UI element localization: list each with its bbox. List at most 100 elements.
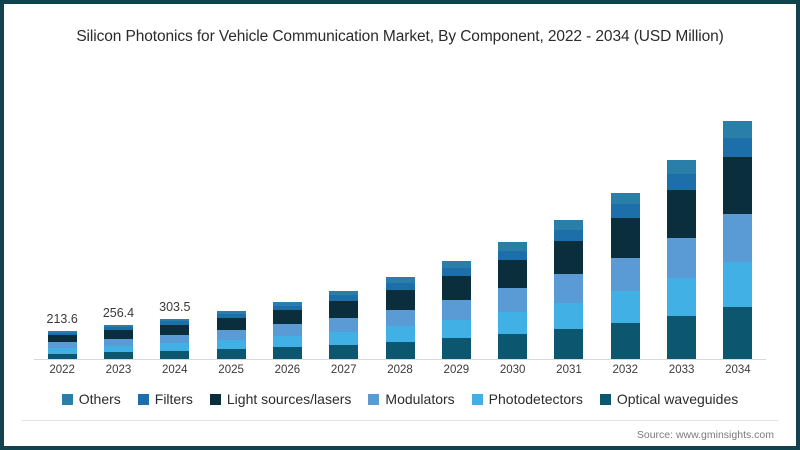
stacked-bar[interactable] [554, 219, 584, 360]
x-axis-tick-label: 2025 [218, 364, 244, 376]
bar-column [653, 92, 709, 360]
bar-segment-filters [610, 204, 640, 218]
bar-segment-optical-waveguides [554, 329, 584, 360]
bar-column [316, 92, 372, 360]
bar-segment-modulators [610, 257, 640, 292]
legend-item-label: Photodetectors [488, 391, 583, 407]
plot-area: 213.6 256.4 303.5 [34, 70, 766, 360]
bar-segment-photodetectors [385, 326, 415, 342]
bar-value-label: 303.5 [159, 299, 191, 314]
bar-column [485, 92, 541, 360]
bar-segment-photodetectors [103, 345, 133, 353]
bar-segment-photodetectors [47, 348, 77, 354]
bar-segment-photodetectors [723, 261, 753, 308]
legend-item-light-sources-lasers[interactable]: Light sources/lasers [209, 391, 351, 407]
bar-segment-optical-waveguides [160, 350, 190, 360]
bar-segment-modulators [329, 317, 359, 332]
stacked-bar[interactable]: 303.5 [159, 300, 190, 360]
bar-segment-light-sources-lasers [554, 240, 584, 275]
x-axis-tick-label: 2022 [49, 364, 75, 376]
bar-segment-optical-waveguides [441, 338, 471, 360]
stacked-bar[interactable]: 213.6 [47, 312, 78, 360]
bar-segment-others [329, 290, 359, 296]
page-title: Silicon Photonics for Vehicle Communicat… [76, 28, 724, 45]
x-axis-tick-label: 2034 [725, 364, 751, 376]
source-attribution: Source: www.gminsights.com [636, 429, 774, 441]
bar-segment-photodetectors [554, 302, 584, 330]
bar-segment-filters [329, 295, 359, 301]
bar-segment-optical-waveguides [329, 344, 359, 360]
legend-item-label: Modulators [385, 391, 455, 407]
stacked-bar[interactable] [610, 192, 640, 360]
bar-segment-others [441, 261, 471, 269]
stacked-bar[interactable]: 256.4 [103, 306, 134, 360]
legend-item-label: Others [78, 391, 121, 407]
bar-segment-filters [667, 173, 697, 190]
bar-segment-light-sources-lasers [329, 300, 359, 318]
bar-segment-light-sources-lasers [667, 189, 697, 238]
bar-segment-others [667, 159, 697, 174]
stacked-bar[interactable] [498, 242, 528, 360]
x-axis-tick-label: 2031 [556, 364, 582, 376]
bar-segment-filters [47, 332, 77, 336]
bar-column [541, 92, 597, 360]
bar-segment-photodetectors [160, 343, 190, 351]
stacked-bar[interactable] [329, 290, 359, 360]
bar-segment-light-sources-lasers [47, 335, 77, 343]
bar-segment-modulators [441, 299, 471, 320]
stacked-bar[interactable] [667, 159, 697, 360]
bar-column: 256.4 [90, 92, 146, 360]
x-axis-tick-label: 2028 [387, 364, 413, 376]
legend-item-photodetectors[interactable]: Photodetectors [471, 391, 583, 407]
bar-segment-modulators [103, 338, 133, 346]
bar-segment-others [160, 318, 190, 322]
bar-segment-photodetectors [441, 319, 471, 339]
bar-column [597, 92, 653, 360]
bar-segment-others [723, 120, 753, 138]
bar-segment-photodetectors [272, 336, 302, 348]
bar-segment-photodetectors [667, 277, 697, 316]
x-axis-tick-label: 2023 [105, 364, 132, 376]
legend-item-modulators[interactable]: Modulators [368, 391, 455, 407]
bar-segment-filters [554, 229, 584, 241]
bar-column [372, 92, 428, 360]
bar-segment-filters [441, 268, 471, 277]
bar-segment-light-sources-lasers [216, 318, 246, 331]
bar-segment-modulators [498, 288, 528, 312]
stacked-bar[interactable] [385, 277, 415, 360]
bar-segment-others [498, 242, 528, 251]
bar-column [203, 92, 259, 360]
legend-item-others[interactable]: Others [61, 391, 121, 407]
axis-baseline [34, 359, 766, 360]
bar-segment-light-sources-lasers [272, 310, 302, 325]
legend-swatch-icon [61, 393, 73, 405]
bar-segment-modulators [554, 274, 584, 303]
stacked-bar[interactable] [216, 310, 246, 360]
bar-segment-photodetectors [610, 291, 640, 324]
x-axis-tick-label: 2024 [161, 364, 188, 376]
bar-segment-others [385, 277, 415, 284]
bar-segment-optical-waveguides [216, 349, 246, 360]
legend-swatch-icon [368, 393, 380, 405]
stacked-bar[interactable] [441, 261, 471, 360]
bar-segment-light-sources-lasers [498, 260, 528, 289]
bar-segment-others [103, 325, 133, 328]
bar-segment-light-sources-lasers [103, 330, 133, 339]
x-axis: 2022 2023 2024 2025 2026 2027 2028 2029 2030 2031… [34, 364, 766, 382]
x-axis-tick-label: 2029 [443, 364, 470, 376]
legend-swatch-icon [599, 393, 611, 405]
bar-column [710, 92, 766, 360]
bar-segment-filters [103, 327, 133, 331]
legend-item-filters[interactable]: Filters [137, 391, 193, 407]
bar-column: 303.5 [147, 92, 203, 360]
stacked-bar[interactable] [272, 301, 302, 360]
bar-segment-optical-waveguides [103, 352, 133, 360]
stacked-bar[interactable] [723, 120, 753, 360]
bar-value-label: 213.6 [46, 311, 78, 326]
bar-segment-modulators [272, 324, 302, 337]
bar-segment-modulators [216, 330, 246, 340]
bar-column [428, 92, 484, 360]
x-axis-tick-label: 2033 [668, 364, 695, 376]
legend-item-optical-waveguides[interactable]: Optical waveguides [599, 391, 738, 407]
